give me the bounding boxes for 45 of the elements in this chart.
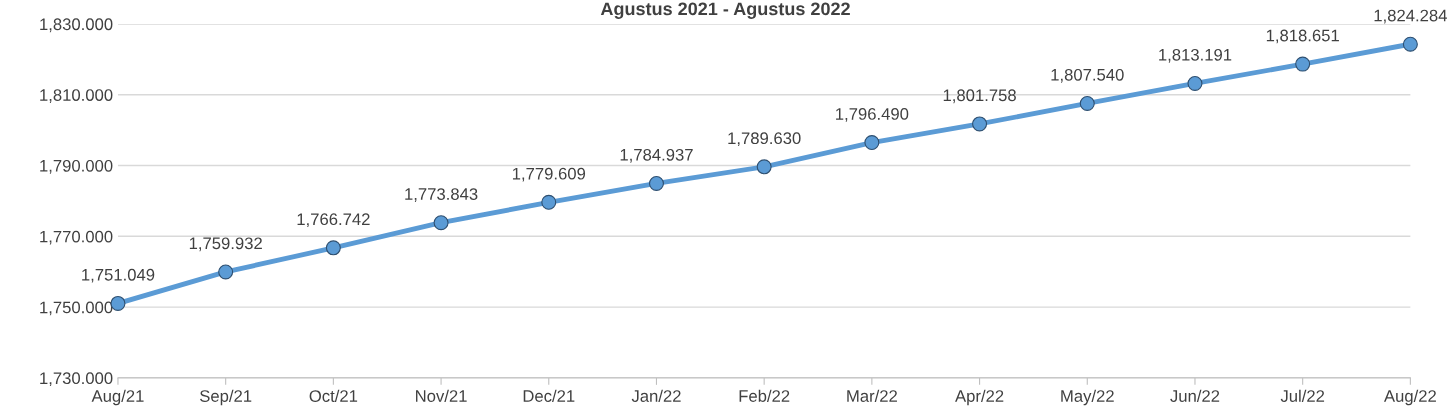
point xyxy=(218,264,234,280)
x-tick-label: Feb/22 xyxy=(739,389,790,402)
x-tick-label: Nov/21 xyxy=(416,389,467,402)
data-label: 1,818.651 xyxy=(1266,29,1339,44)
y-tick-label: 1,790.000 xyxy=(40,159,113,174)
x-tick-label: Oct/21 xyxy=(309,389,358,402)
point xyxy=(1402,36,1418,52)
data-label: 1,807.540 xyxy=(1051,68,1124,83)
chart-title: Agustus 2021 - Agustus 2022 xyxy=(600,2,850,19)
point xyxy=(1079,95,1095,111)
data-label: 1,766.742 xyxy=(297,213,370,228)
point xyxy=(541,194,557,210)
x-tick-label: Dec/21 xyxy=(523,389,575,402)
x-tick-label: May/22 xyxy=(1061,389,1114,406)
point xyxy=(1187,75,1203,91)
data-label: 1,759.932 xyxy=(189,237,262,252)
y-tick-label: 1,830.000 xyxy=(40,18,113,33)
x-tick-label: Apr/22 xyxy=(955,389,1004,406)
y-tick-label: 1,730.000 xyxy=(40,372,113,387)
data-label: 1,789.630 xyxy=(728,132,801,147)
data-label: 1,824.284 xyxy=(1374,9,1447,24)
x-tick-label: Sep/21 xyxy=(200,389,252,406)
point xyxy=(1295,56,1311,72)
x-tick-label: Aug/21 xyxy=(91,389,144,406)
y-tick-label: 1,750.000 xyxy=(40,301,113,316)
data-label: 1,796.490 xyxy=(836,108,909,122)
data-label: 1,813.191 xyxy=(1159,48,1232,63)
x-tick-label: Jun/22 xyxy=(1170,389,1220,402)
data-label: 1,801.758 xyxy=(943,89,1016,104)
data-label: 1,751.049 xyxy=(82,268,155,283)
point xyxy=(648,175,664,191)
x-tick-label: Mar/22 xyxy=(847,389,897,402)
point xyxy=(756,159,772,175)
point xyxy=(433,215,449,231)
y-tick-label: 1,810.000 xyxy=(40,89,113,103)
data-label: 1,784.937 xyxy=(620,148,693,163)
point xyxy=(864,135,880,151)
y-tick-label: 1,770.000 xyxy=(40,230,113,245)
x-tick-label: Jan/22 xyxy=(631,389,681,402)
x-tick-label: Jul/22 xyxy=(1280,389,1325,402)
x-tick-label: Aug/22 xyxy=(1384,389,1436,406)
point xyxy=(325,240,341,256)
data-label: 1,779.609 xyxy=(512,167,586,182)
point xyxy=(972,116,988,132)
data-label: 1,773.843 xyxy=(405,188,478,202)
